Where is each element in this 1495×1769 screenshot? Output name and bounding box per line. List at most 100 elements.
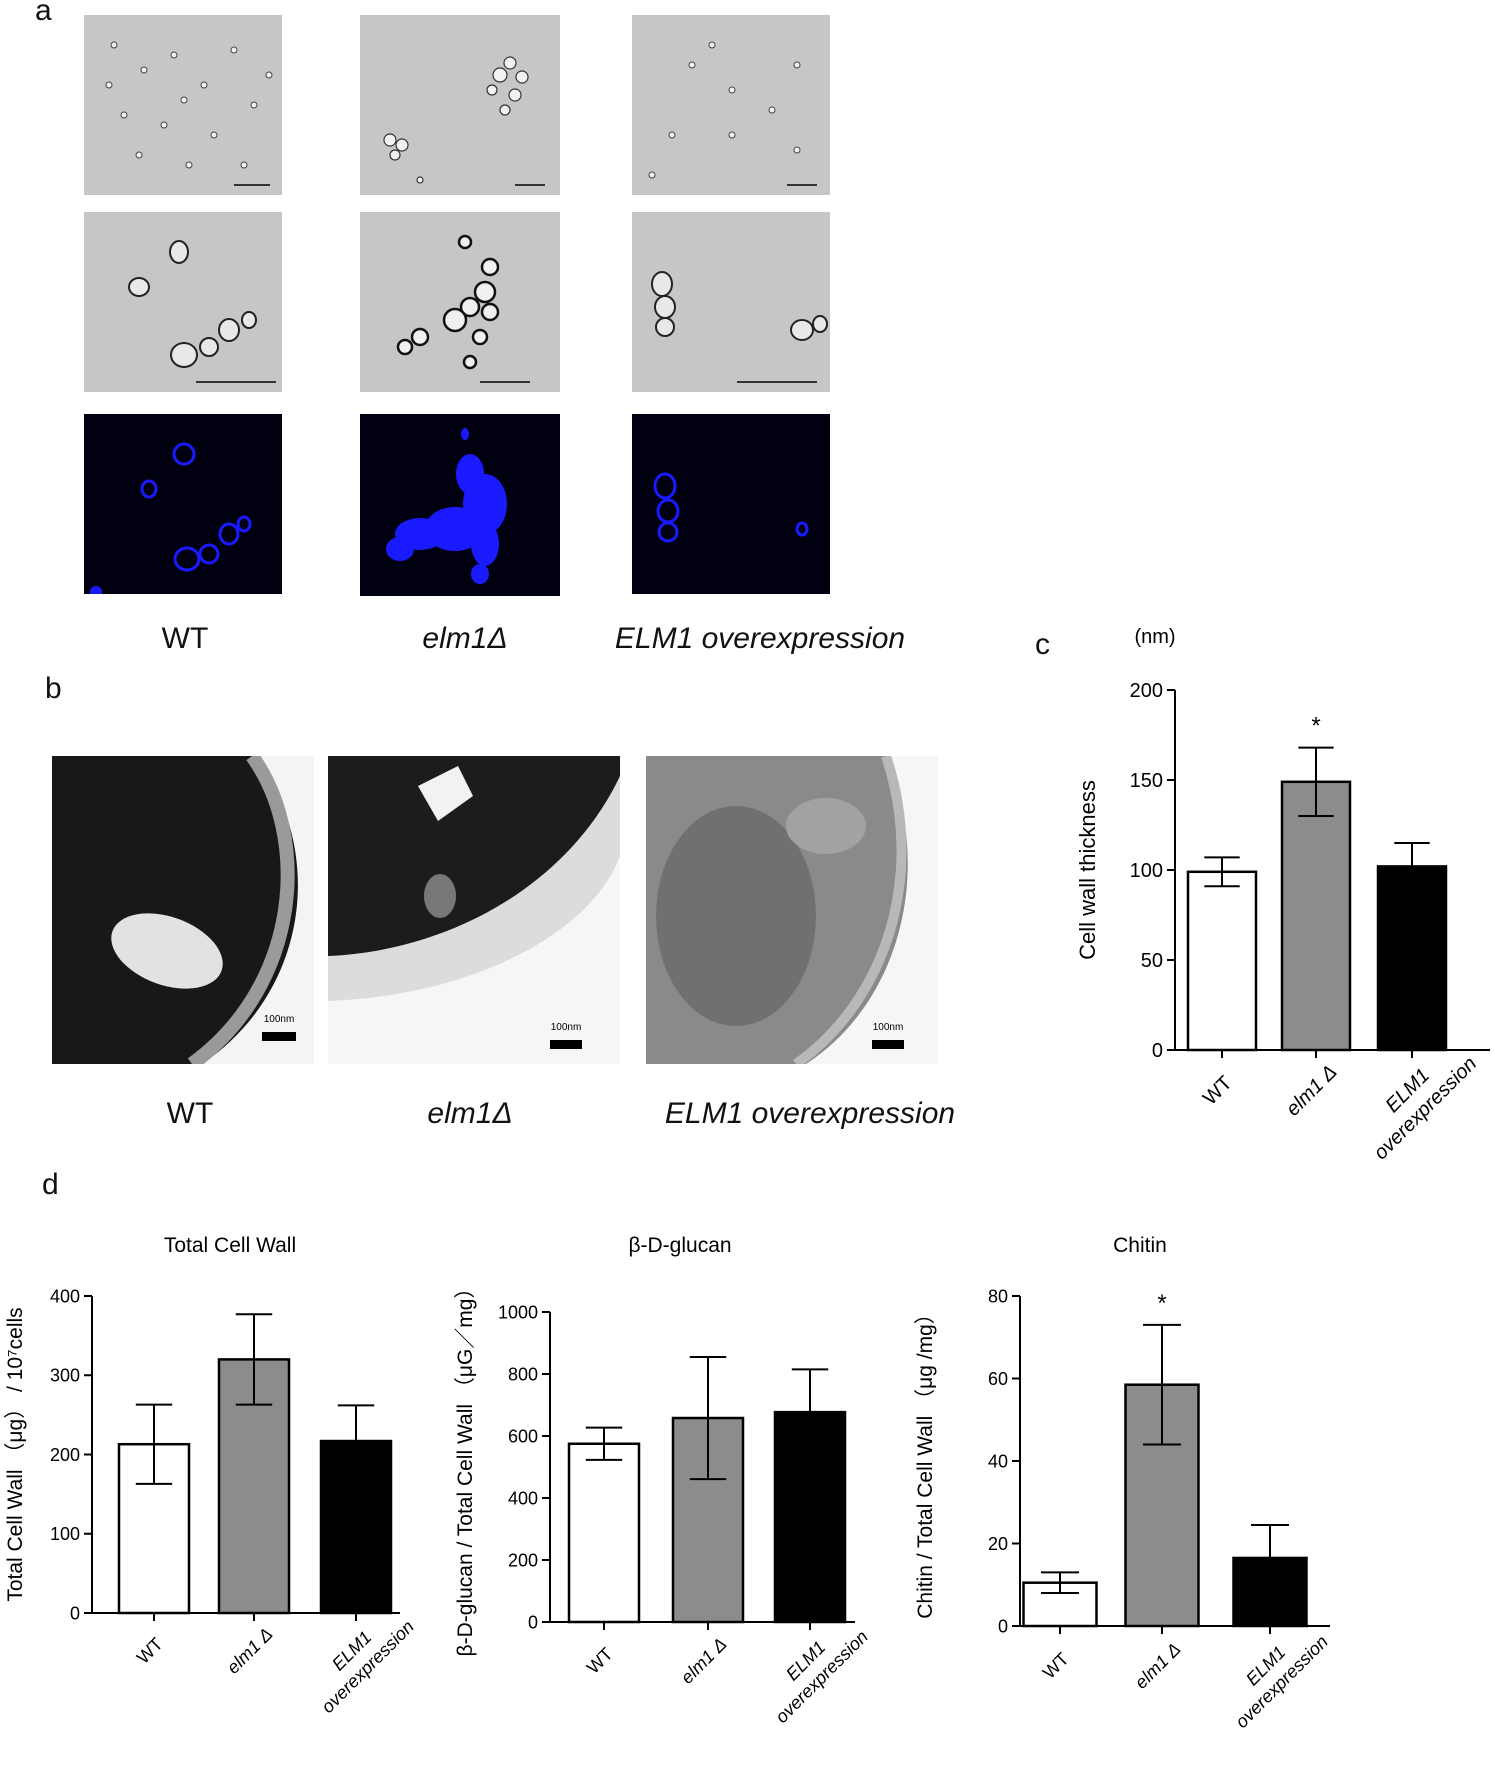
y-tick-label: 200 [50, 1445, 80, 1465]
caption-a-elm1: elm1Δ [422, 622, 508, 655]
y-tick-label: 1000 [498, 1302, 538, 1322]
micrograph-overexp-highmag [632, 212, 830, 392]
bar-2 [1280, 780, 1352, 1052]
y-tick-label: 600 [508, 1426, 538, 1446]
y-tick-label: 0 [1152, 1040, 1163, 1062]
micrograph-wt-lowmag [84, 15, 282, 195]
tem-overexp: 100nm [646, 756, 938, 1064]
chart-title: Chitin [1113, 1234, 1167, 1257]
tem-elm1-image: 100nm [328, 756, 620, 1064]
category-label-1: WT [133, 1634, 167, 1668]
stain-overexp [653, 472, 809, 543]
micrograph-wt-highmag [84, 212, 282, 392]
y-axis-label: Cell wall thickness [1075, 780, 1100, 960]
micrograph-elm1-lowmag [360, 15, 560, 195]
cells-overexp-highmag [651, 271, 828, 383]
chart-title: β-D-glucan [628, 1234, 731, 1257]
micrograph-elm1-highmag [360, 212, 560, 392]
chart-d-total-cell-wall: 0 100 200 300 400 WT elm1 Δ ELM1overexpression T… [4, 1234, 418, 1717]
chart-d-glucan: 0 200 400 600 800 1000 WT elm1 Δ ELM1overexpress… [454, 1234, 872, 1727]
significance-marker: * [1311, 713, 1320, 740]
error-bar-3 [1394, 842, 1430, 891]
cells-elm1-lowmag [383, 56, 545, 186]
y-tick-label: 40 [988, 1451, 1008, 1471]
chart-title: Total Cell Wall [164, 1234, 296, 1257]
error-bar-1 [1204, 856, 1240, 888]
category-label-2: elm1 Δ [1131, 1639, 1185, 1693]
stain-wt [90, 442, 252, 594]
unit-label: (nm) [1134, 626, 1175, 648]
tem-overexp-scale-label: 100nm [873, 1022, 904, 1033]
y-tick-label: 80 [988, 1286, 1008, 1306]
error-bar-3 [337, 1404, 375, 1478]
fluorescence-overexp [632, 414, 830, 594]
caption-b-overexp: ELM1 overexpression [664, 1097, 956, 1130]
y-tick-label: 0 [70, 1603, 80, 1623]
stain-elm1 [386, 428, 507, 584]
tem-overexp-image: 100nm [646, 756, 938, 1064]
error-bar-1 [1041, 1571, 1079, 1594]
y-tick-label: 0 [998, 1616, 1008, 1636]
category-label-3: ELM1overexpression [756, 1611, 872, 1727]
chart-c: 0 50 100 150 200 WT * elm1 Δ ELM1overexpression (… [1075, 626, 1490, 1164]
significance-marker: * [1157, 1290, 1166, 1317]
error-bar-1 [585, 1426, 623, 1461]
category-label-3: ELM1overexpression [1352, 1035, 1481, 1164]
error-bar-2 [1298, 746, 1334, 817]
panel-a-label: a [35, 0, 52, 27]
y-tick-label: 200 [1130, 680, 1163, 702]
tem-elm1-scale-label: 100nm [551, 1022, 582, 1033]
y-tick-label: 100 [1130, 860, 1163, 882]
fluorescence-elm1 [360, 414, 560, 596]
cells-wt-lowmag [105, 41, 273, 186]
chart-d-chitin: 0 20 40 60 80 WT * elm1 Δ ELM1overexpression Chit… [914, 1234, 1332, 1732]
bar-1 [567, 1442, 641, 1624]
error-bar-3 [791, 1368, 829, 1456]
caption-a-overexp: ELM1 overexpression [614, 622, 906, 655]
category-label-2: elm1 Δ [1282, 1061, 1342, 1121]
panel-b-label: b [45, 672, 62, 705]
error-bar-2 [1143, 1323, 1181, 1446]
cells-wt-highmag [128, 240, 276, 383]
y-tick-label: 400 [50, 1286, 80, 1306]
category-label-2: elm1 Δ [223, 1624, 277, 1678]
bar-1 [117, 1442, 191, 1615]
y-tick-label: 60 [988, 1369, 1008, 1389]
error-bar-2 [235, 1313, 273, 1406]
category-label-3: ELM1overexpression [302, 1601, 418, 1717]
bar-3 [1376, 865, 1448, 1052]
tem-elm1: 100nm [328, 756, 620, 1064]
y-tick-label: 200 [508, 1550, 538, 1570]
y-tick-label: 20 [988, 1534, 1008, 1554]
category-label-1: WT [1199, 1072, 1237, 1110]
category-label-1: WT [1039, 1649, 1073, 1683]
y-axis-label: β-D-glucan / Total Cell Wall （μG／mg） [454, 1278, 477, 1657]
caption-a-wt: WT [161, 622, 209, 655]
error-bar-1 [135, 1403, 173, 1485]
category-label-2: elm1 Δ [677, 1634, 731, 1688]
error-bar-2 [689, 1355, 727, 1481]
y-tick-label: 100 [50, 1524, 80, 1544]
tem-wt: 100nm [52, 756, 314, 1064]
y-axis-label: Chitin / Total Cell Wall （μg /mg） [914, 1303, 937, 1619]
cells-elm1-highmag [396, 234, 530, 383]
caption-b-elm1: elm1Δ [427, 1097, 513, 1130]
error-bar-3 [1251, 1523, 1289, 1592]
bar-1 [1186, 870, 1258, 1052]
y-tick-label: 400 [508, 1488, 538, 1508]
fluorescence-wt [84, 414, 282, 594]
y-axis-label: Total Cell Wall （μg） / 10⁷cells [4, 1307, 27, 1601]
caption-b-wt: WT [166, 1097, 214, 1130]
y-tick-label: 800 [508, 1364, 538, 1384]
tem-wt-image: 100nm [52, 756, 314, 1064]
panel-d-label: d [42, 1168, 59, 1201]
panel-c-label: c [1035, 628, 1050, 661]
y-tick-label: 300 [50, 1366, 80, 1386]
cells-overexp-lowmag [648, 41, 817, 186]
micrograph-overexp-lowmag [632, 15, 830, 195]
category-label-3: ELM1overexpression [1216, 1616, 1332, 1732]
y-tick-label: 0 [528, 1612, 538, 1632]
tem-wt-scale-label: 100nm [264, 1014, 295, 1025]
y-tick-label: 150 [1130, 770, 1163, 792]
category-label-1: WT [583, 1644, 617, 1678]
